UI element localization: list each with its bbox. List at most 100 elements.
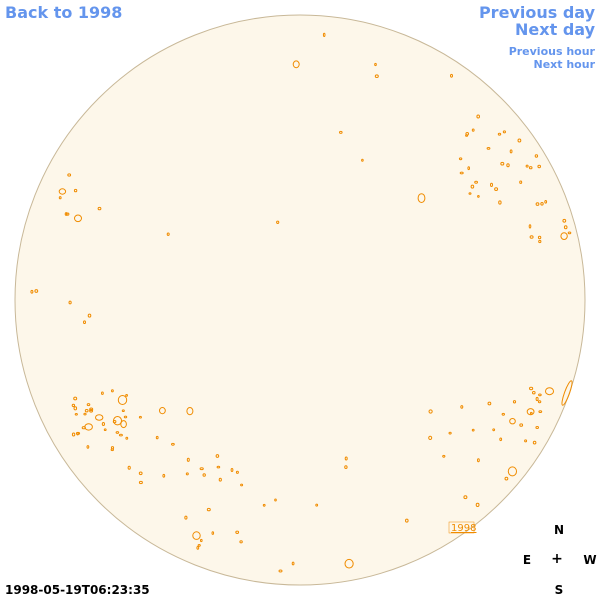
previous-hour-link[interactable]: Previous hour bbox=[508, 45, 595, 58]
contour-speck bbox=[278, 569, 283, 573]
contour-speck bbox=[501, 412, 505, 416]
contour-speck bbox=[458, 157, 463, 161]
previous-day-link[interactable]: Previous day bbox=[478, 3, 595, 22]
contour-speck bbox=[504, 476, 509, 481]
contour-speck bbox=[155, 435, 159, 440]
contour-speck bbox=[535, 396, 539, 402]
contour-speck bbox=[499, 437, 503, 442]
contour-speck bbox=[315, 503, 319, 507]
contour-speck bbox=[507, 466, 518, 477]
contour-speck bbox=[509, 149, 513, 154]
contour-speck bbox=[470, 184, 475, 189]
contour-speck bbox=[500, 161, 505, 166]
contour-speck bbox=[58, 188, 67, 195]
contour-speck bbox=[73, 396, 78, 401]
contour-speck bbox=[519, 180, 523, 184]
contour-speck bbox=[230, 468, 234, 472]
contour-speck bbox=[560, 232, 568, 241]
contour-speck bbox=[68, 300, 72, 305]
contour-speck bbox=[442, 454, 446, 458]
contour-speck bbox=[196, 546, 200, 550]
contour-speck bbox=[239, 540, 243, 544]
contour-speck bbox=[162, 473, 166, 478]
contour-speck bbox=[86, 403, 91, 407]
solar-disk bbox=[14, 14, 586, 586]
contour-speck bbox=[89, 409, 94, 413]
contour-speck bbox=[538, 239, 542, 244]
contour-speck bbox=[110, 448, 115, 452]
contour-speck bbox=[74, 214, 82, 223]
contour-speck bbox=[540, 202, 544, 206]
contour-speck bbox=[274, 498, 277, 502]
contour-speck bbox=[519, 423, 524, 427]
contour-speck bbox=[34, 289, 39, 293]
contour-speck bbox=[417, 193, 426, 204]
contour-speck bbox=[89, 407, 94, 412]
contour-speck bbox=[186, 407, 194, 416]
contour-speck bbox=[64, 212, 68, 216]
contour-speck bbox=[206, 507, 211, 512]
contour-speck bbox=[240, 483, 244, 487]
contour-speck bbox=[118, 433, 123, 437]
contour-speck bbox=[534, 154, 539, 158]
contour-speck bbox=[374, 62, 377, 67]
compass-west: W bbox=[583, 553, 597, 567]
next-day-link[interactable]: Next day bbox=[515, 20, 595, 39]
contour-speck bbox=[428, 435, 433, 440]
contour-speck bbox=[567, 231, 572, 235]
contour-speck bbox=[492, 428, 496, 432]
contour-speck bbox=[474, 180, 479, 184]
contour-speck bbox=[235, 530, 240, 534]
observation-timestamp: 1998-05-19T06:23:35 bbox=[5, 583, 150, 597]
contour-speck bbox=[506, 163, 510, 168]
contour-speck bbox=[291, 561, 295, 566]
contour-speck bbox=[486, 147, 491, 150]
contour-speck bbox=[544, 200, 548, 204]
contour-speck bbox=[101, 391, 104, 395]
contour-speck bbox=[159, 407, 166, 415]
contour-speck bbox=[467, 166, 471, 171]
contour-speck bbox=[465, 134, 469, 137]
region-label[interactable]: 1998 bbox=[451, 523, 476, 534]
contour-speck bbox=[235, 470, 239, 474]
contour-speck bbox=[512, 400, 517, 404]
contour-speck bbox=[339, 130, 343, 134]
contour-speck bbox=[218, 477, 222, 482]
contour-speck bbox=[471, 428, 475, 432]
contour-speck bbox=[276, 220, 280, 225]
compass-north: N bbox=[553, 523, 565, 537]
contour-speck bbox=[197, 544, 201, 547]
contour-speck bbox=[563, 225, 568, 230]
contour-speck bbox=[103, 428, 107, 432]
contour-speck bbox=[562, 218, 567, 223]
contour-speck bbox=[477, 458, 480, 463]
contour-speck bbox=[138, 415, 142, 419]
contour-speck bbox=[83, 412, 87, 416]
contour-speck bbox=[65, 212, 70, 216]
contour-speck bbox=[87, 313, 92, 318]
contour-speck bbox=[535, 426, 540, 429]
contour-speck bbox=[475, 502, 480, 507]
contour-speck bbox=[525, 164, 529, 168]
contour-speck bbox=[216, 465, 221, 469]
contour-speck bbox=[494, 187, 499, 192]
contour-speck bbox=[101, 422, 106, 426]
contour-speck bbox=[75, 431, 81, 435]
contour-speck bbox=[528, 224, 532, 229]
contour-speck bbox=[74, 413, 78, 416]
contour-speck bbox=[86, 445, 90, 449]
contour-speck bbox=[459, 171, 464, 175]
back-to-year-link[interactable]: Back to 1998 bbox=[5, 3, 123, 22]
contour-speck bbox=[344, 558, 354, 569]
compass-center: + bbox=[551, 551, 563, 567]
contour-speck bbox=[199, 467, 204, 471]
contour-speck bbox=[71, 432, 76, 437]
contour-speck bbox=[117, 395, 128, 405]
contour-speck bbox=[115, 431, 120, 434]
next-hour-link[interactable]: Next hour bbox=[533, 58, 596, 71]
contour-speck bbox=[448, 431, 452, 435]
contour-speck bbox=[58, 196, 62, 200]
compass-east: E bbox=[522, 553, 532, 567]
contour-speck bbox=[529, 235, 534, 239]
